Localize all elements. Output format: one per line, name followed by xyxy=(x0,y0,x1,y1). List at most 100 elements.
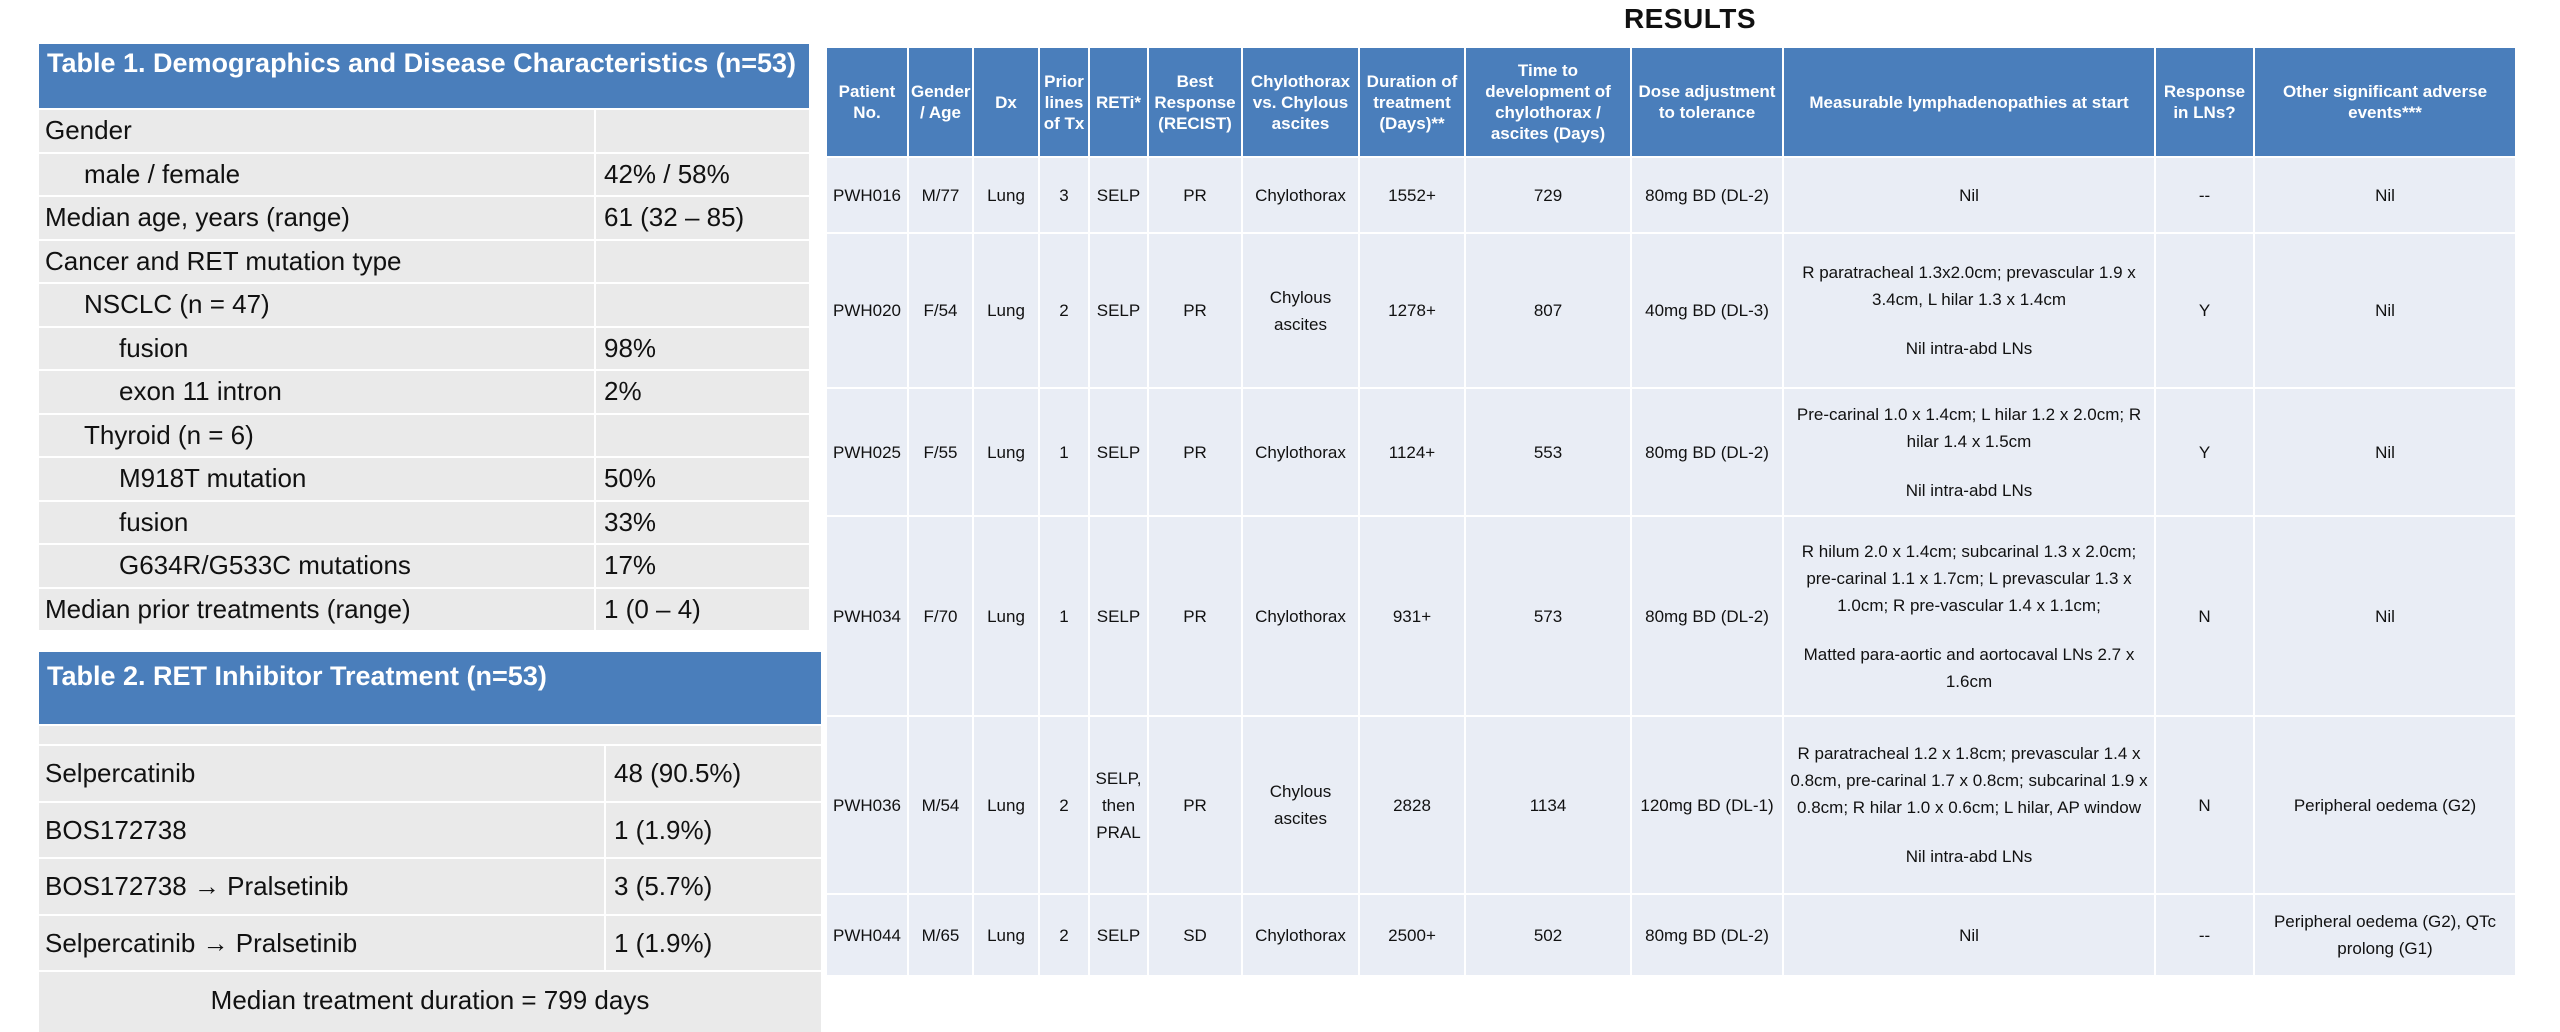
results-cell-ln-response: Y xyxy=(2154,387,2255,517)
lymph-paragraph: Matted para-aortic and aortocaval LNs 2.… xyxy=(1803,644,2135,691)
results-cell-patient: PWH034 xyxy=(825,515,909,717)
results-cell-time: 573 xyxy=(1464,515,1632,717)
results-cell-duration: 931+ xyxy=(1358,515,1466,717)
results-cell-response: PR xyxy=(1147,232,1243,389)
table1-row-value: 98% xyxy=(604,332,657,363)
table2-row-value: 48 (90.5%) xyxy=(614,758,742,788)
results-cell-dose: 40mg BD (DL-3) xyxy=(1630,232,1784,389)
results-cell-duration: 1552+ xyxy=(1358,156,1466,234)
results-cell-time: 1134 xyxy=(1464,715,1632,895)
results-row: PWH036 M/54 Lung 2 SELP, then PRAL PR Chylous … xyxy=(825,715,2517,895)
table2-spacer xyxy=(39,724,821,744)
results-cell-dose: 80mg BD (DL-2) xyxy=(1630,156,1784,234)
results-cell-reti: SELP xyxy=(1088,893,1149,977)
table2-row-value: 1 (1.9%) xyxy=(614,814,713,845)
table1-row-label: fusion xyxy=(39,501,596,543)
results-cell-ln-response: -- xyxy=(2154,893,2255,977)
results-cell-prior: 3 xyxy=(1038,156,1090,234)
lymph-paragraph: Pre-carinal 1.0 x 1.4cm; L hilar 1.2 x 2… xyxy=(1796,404,2142,451)
results-cell-response: PR xyxy=(1147,387,1243,517)
table1-title: Table 1. Demographics and Disease Charac… xyxy=(39,44,809,108)
results-header-cell: Dose adjustment to tolerance xyxy=(1630,46,1784,158)
results-row: PWH044 M/65 Lung 2 SELP SD Chylothorax 2500+ 502… xyxy=(825,893,2517,977)
results-cell-chylo: Chylous ascites xyxy=(1241,232,1360,389)
table1-row-value: 2% xyxy=(604,376,642,406)
results-cell-ae: Nil xyxy=(2253,232,2517,389)
results-cell-patient: PWH036 xyxy=(825,715,909,895)
table-ret-inhibitor: Table 2. RET Inhibitor Treatment (n=53) … xyxy=(39,652,821,1032)
table2-row-value: 1 (1.9%) xyxy=(614,927,713,958)
results-header-cell: Time to development of chylothorax / asc… xyxy=(1464,46,1632,158)
table1-row: Gender xyxy=(39,108,809,152)
table1-row: male / female 42% / 58% xyxy=(39,151,809,195)
table1-row: Thyroid (n = 6) xyxy=(39,412,809,456)
lymph-spacer xyxy=(1788,619,2150,641)
results-header-cell: Patient No. xyxy=(825,46,909,158)
table1-row: Median prior treatments (range) 1 (0 – 4) xyxy=(39,586,809,630)
table1-row: NSCLC (n = 47) xyxy=(39,282,809,326)
results-cell-dx: Lung xyxy=(972,893,1040,977)
results-cell-dx: Lung xyxy=(972,715,1040,895)
results-cell-dose: 80mg BD (DL-2) xyxy=(1630,387,1784,517)
lymph-paragraph: R hilum 2.0 x 1.4cm; subcarinal 1.3 x 2.… xyxy=(1801,541,2137,615)
results-cell-response: PR xyxy=(1147,715,1243,895)
results-cell-chylo: Chylothorax xyxy=(1241,515,1360,717)
lymph-paragraph: Nil xyxy=(1959,185,1979,205)
results-cell-reti: SELP xyxy=(1088,156,1149,234)
table2-row-label: BOS172738 xyxy=(39,802,606,857)
table2-row: Selpercatinib 48 (90.5%) xyxy=(39,744,821,801)
results-cell-dx: Lung xyxy=(972,515,1040,717)
results-cell-dx: Lung xyxy=(972,232,1040,389)
results-cell-lymph: Pre-carinal 1.0 x 1.4cm; L hilar 1.2 x 2… xyxy=(1782,387,2156,517)
table1-row-value xyxy=(596,110,809,152)
results-header-cell: Best Response (RECIST) xyxy=(1147,46,1243,158)
table1-row-value xyxy=(596,241,809,283)
results-cell-gender-age: M/77 xyxy=(907,156,974,234)
results-header-cell: Dx xyxy=(972,46,1040,158)
table1-row-label: exon 11 intron xyxy=(39,371,596,413)
results-cell-ae: Peripheral oedema (G2) xyxy=(2253,715,2517,895)
table2-body: Selpercatinib 48 (90.5%) BOS172738 1 (1.9%)… xyxy=(39,744,821,970)
results-cell-patient: PWH044 xyxy=(825,893,909,977)
table-demographics: Table 1. Demographics and Disease Charac… xyxy=(39,44,809,630)
lymph-spacer xyxy=(1788,455,2150,477)
lymph-paragraph: Nil intra-abd LNs xyxy=(1905,847,2033,866)
results-cell-chylo: Chylothorax xyxy=(1241,893,1360,977)
table1-row: fusion 98% xyxy=(39,325,809,369)
results-cell-dx: Lung xyxy=(972,156,1040,234)
results-cell-gender-age: F/70 xyxy=(907,515,974,717)
table1-row-value xyxy=(596,284,809,326)
results-cell-ae: Peripheral oedema (G2), QTc prolong (G1) xyxy=(2253,893,2517,977)
table1-row: G634R/G533C mutations 17% xyxy=(39,543,809,587)
table1-row-label: Median age, years (range) xyxy=(39,197,596,239)
results-cell-duration: 1278+ xyxy=(1358,232,1466,389)
results-row: PWH020 F/54 Lung 2 SELP PR Chylous ascites 1278… xyxy=(825,232,2517,389)
table1-row-label: G634R/G533C mutations xyxy=(39,545,596,587)
results-cell-reti: SELP xyxy=(1088,232,1149,389)
results-cell-dose: 80mg BD (DL-2) xyxy=(1630,515,1784,717)
table2-row-label: Selpercatinib → Pralsetinib xyxy=(39,915,606,970)
table1-row: Median age, years (range) 61 (32 – 85) xyxy=(39,195,809,239)
table2-row: Selpercatinib → Pralsetinib 1 (1.9%) xyxy=(39,913,821,970)
results-cell-chylo: Chylous ascites xyxy=(1241,715,1360,895)
results-cell-prior: 2 xyxy=(1038,232,1090,389)
results-cell-gender-age: F/55 xyxy=(907,387,974,517)
results-cell-gender-age: M/65 xyxy=(907,893,974,977)
results-cell-lymph: Nil xyxy=(1782,156,2156,234)
table1-row-value: 1 (0 – 4) xyxy=(604,593,701,624)
results-cell-ae: Nil xyxy=(2253,156,2517,234)
results-header-cell: Response in LNs? xyxy=(2154,46,2255,158)
results-cell-time: 502 xyxy=(1464,893,1632,977)
results-header-cell: Gender / Age xyxy=(907,46,974,158)
results-cell-lymph: R hilum 2.0 x 1.4cm; subcarinal 1.3 x 2.… xyxy=(1782,515,2156,717)
results-cell-gender-age: M/54 xyxy=(907,715,974,895)
results-header-cell: Duration of treatment (Days)** xyxy=(1358,46,1466,158)
table1-row-value: 33% xyxy=(604,506,657,537)
table1-row: M918T mutation 50% xyxy=(39,456,809,500)
results-cell-duration: 2500+ xyxy=(1358,893,1466,977)
table2-footer: Median treatment duration = 799 days xyxy=(39,970,821,1032)
results-cell-response: SD xyxy=(1147,893,1243,977)
results-cell-time: 729 xyxy=(1464,156,1632,234)
table1-row-value: 17% xyxy=(604,550,657,580)
results-cell-prior: 1 xyxy=(1038,387,1090,517)
